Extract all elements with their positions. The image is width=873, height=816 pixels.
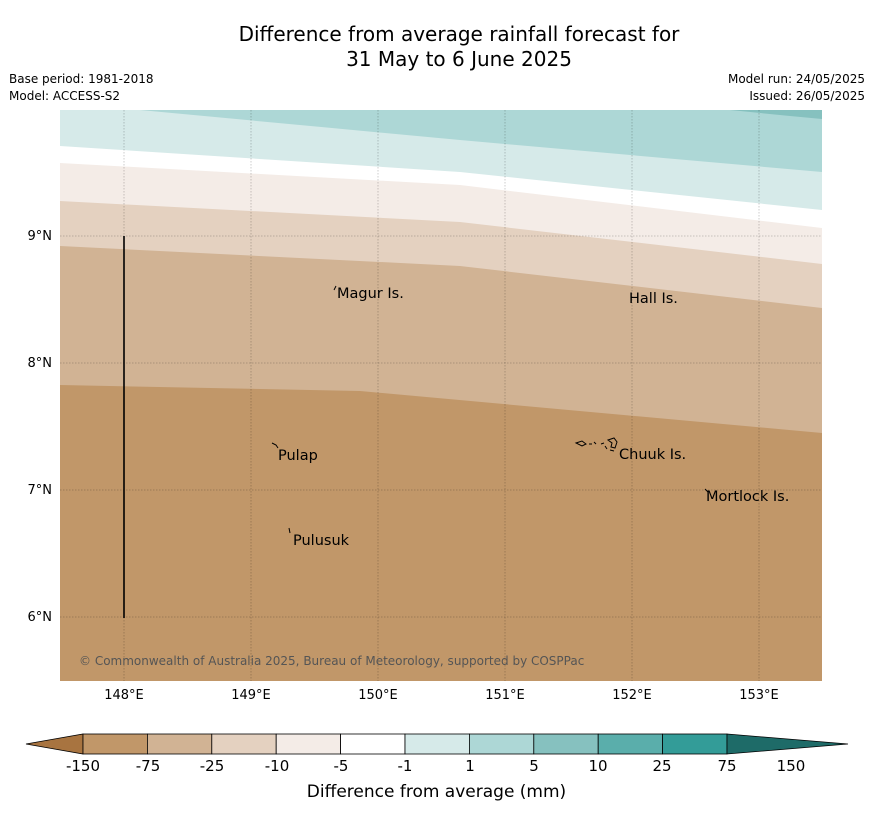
base-period-text: Base period: 1981-2018 (9, 72, 154, 86)
colorbar-segments (25, 733, 849, 755)
colorbar-tick: 5 (529, 757, 539, 775)
rainfall-map: Magur Is. Hall Is. Pulap Chuuk Is. Mortl… (60, 110, 822, 681)
lon-label-153e: 153°E (739, 688, 779, 703)
meta-left: Base period: 1981-2018 Model: ACCESS-S2 (9, 71, 154, 105)
chuuk-island-shape (574, 437, 618, 452)
place-label-pulusuk: Pulusuk (293, 533, 350, 549)
map-title: Difference from average rainfall forecas… (0, 22, 873, 72)
lon-label-148e: 148°E (104, 688, 144, 703)
lon-label-152e: 152°E (612, 688, 652, 703)
lat-label-8n: 8°N (27, 356, 53, 371)
model-text: Model: ACCESS-S2 (9, 89, 121, 103)
meta-right: Model run: 24/05/2025 Issued: 26/05/2025 (728, 71, 865, 105)
colorbar-tick: -10 (264, 757, 290, 775)
lat-label-7n: 7°N (27, 483, 53, 498)
place-label-hall: Hall Is. (629, 291, 678, 307)
colorbar-segment (662, 733, 728, 755)
pulap-island-shape (271, 442, 279, 449)
colorbar-extend-high (726, 733, 849, 755)
colorbar-tick: 10 (588, 757, 608, 775)
colorbar (25, 733, 849, 755)
lon-label-151e: 151°E (485, 688, 525, 703)
copyright-text: © Commonwealth of Australia 2025, Bureau… (79, 654, 584, 668)
colorbar-tick: 25 (652, 757, 672, 775)
colorbar-segment (468, 733, 535, 755)
colorbar-segment (597, 733, 664, 755)
title-line-2: 31 May to 6 June 2025 (346, 47, 572, 71)
colorbar-tick: -1 (397, 757, 413, 775)
lon-label-149e: 149°E (231, 688, 271, 703)
place-label-mortlock: Mortlock Is. (706, 489, 789, 505)
band-plus-10 (730, 110, 822, 119)
colorbar-segment (340, 733, 406, 755)
colorbar-segment (82, 733, 148, 755)
island-outlines (271, 285, 709, 534)
colorbar-segment (404, 733, 470, 755)
colorbar-tick: -150 (65, 757, 101, 775)
magur-island-shape (333, 285, 337, 291)
colorbar-extend-low (25, 733, 84, 755)
colorbar-tick: 1 (465, 757, 475, 775)
colorbar-tick: -75 (135, 757, 161, 775)
band-plus-5 (140, 110, 822, 172)
place-label-pulap: Pulap (278, 448, 318, 464)
colorbar-tick: 75 (717, 757, 737, 775)
mortlock-island-shape (704, 488, 709, 493)
lat-label-9n: 9°N (27, 229, 53, 244)
lon-label-150e: 150°E (358, 688, 398, 703)
colorbar-tick: 150 (776, 757, 806, 775)
colorbar-segment (147, 733, 213, 755)
place-label-magur: Magur Is. (337, 286, 404, 302)
colorbar-tick: -5 (333, 757, 349, 775)
colorbar-segment (533, 733, 599, 755)
pulusuk-island-shape (288, 527, 291, 534)
lat-label-6n: 6°N (27, 610, 53, 625)
colorbar-tick: -25 (199, 757, 225, 775)
colorbar-label: Difference from average (mm) (306, 782, 567, 802)
place-label-chuuk: Chuuk Is. (619, 447, 686, 463)
colorbar-segment (275, 733, 341, 755)
colorbar-segment (211, 733, 277, 755)
title-line-1: Difference from average rainfall forecas… (238, 22, 680, 46)
issued-text: Issued: 26/05/2025 (749, 89, 865, 103)
model-run-text: Model run: 24/05/2025 (727, 72, 865, 86)
